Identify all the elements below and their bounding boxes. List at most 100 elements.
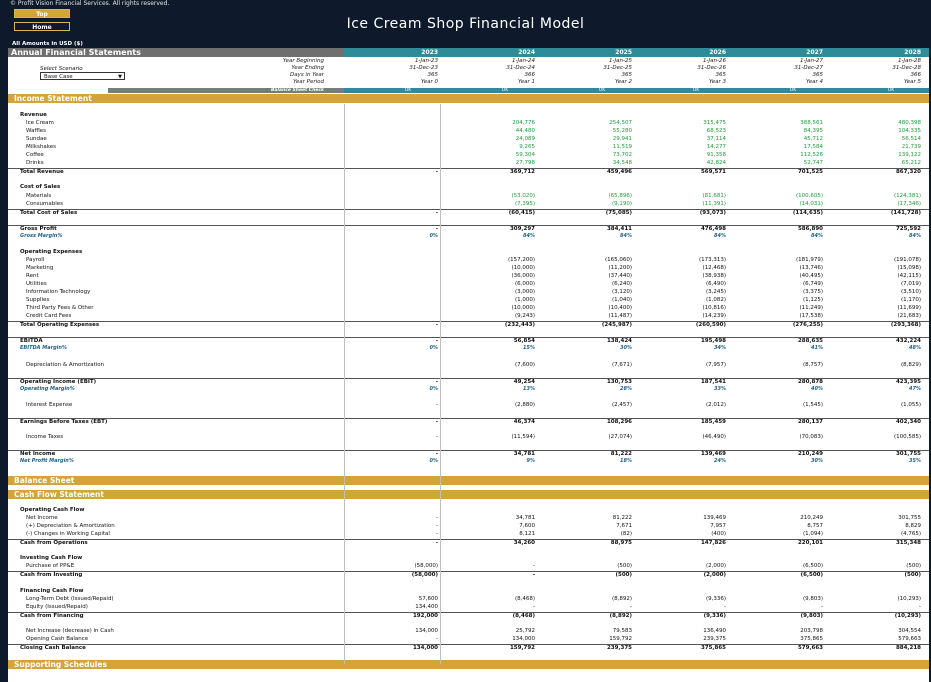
row-value: (1,055) bbox=[900, 401, 921, 408]
section-supporting-schedules[interactable]: Supporting Schedules bbox=[8, 660, 929, 669]
table-row: Operating Expenses bbox=[8, 249, 929, 256]
row-value: 159,792 bbox=[509, 644, 535, 651]
table-row: Cash from Investing (58,000) - (500) (2,000)… bbox=[8, 571, 929, 579]
table-row bbox=[8, 394, 929, 401]
section-cash-flow-statement[interactable]: Cash Flow Statement bbox=[8, 490, 929, 499]
row-value: 388,561 bbox=[800, 120, 823, 127]
row-value: (8,468) bbox=[512, 612, 535, 619]
row-label: Operating Income (EBIT) bbox=[20, 378, 97, 385]
row-value: 40% bbox=[811, 385, 823, 392]
top-bar: © Profit Vision Financial Services. All … bbox=[0, 0, 931, 47]
row-value: 84% bbox=[811, 232, 823, 239]
row-value: (6,000) bbox=[514, 281, 535, 288]
table-row: Financing Cash Flow bbox=[8, 588, 929, 595]
row-value: (2,012) bbox=[705, 401, 726, 408]
row-value: (9,803) bbox=[802, 595, 823, 602]
row-label: Depreciation & Amortization bbox=[26, 361, 105, 368]
row-value: 0% bbox=[429, 345, 439, 352]
row-value: - bbox=[435, 418, 438, 425]
period-row-value: Year 3 bbox=[708, 79, 726, 85]
row-value: (2,000) bbox=[703, 572, 726, 579]
row-value: 288,635 bbox=[797, 338, 823, 345]
row-label: Total Operating Expenses bbox=[20, 322, 100, 329]
row-value: (9,336) bbox=[703, 612, 726, 619]
balance-check-values: OK OK OK OK OK OK bbox=[344, 88, 929, 93]
top-button[interactable]: Top bbox=[14, 9, 70, 18]
row-label: Gross Margin% bbox=[20, 232, 63, 239]
row-label: EBITDA bbox=[20, 338, 43, 345]
period-row-value: 1-Jan-27 bbox=[800, 58, 823, 64]
row-label: Cash from Investing bbox=[20, 572, 83, 579]
chevron-down-icon[interactable]: ▼ bbox=[118, 74, 122, 80]
period-row-value: 31-Dec-28 bbox=[892, 65, 921, 71]
row-value: (7,600) bbox=[514, 361, 535, 368]
table-row: Operating Margin% 0% 13% 28% 33% 40% 47% bbox=[8, 386, 929, 393]
row-value: 14,277 bbox=[706, 144, 726, 151]
row-value: - bbox=[436, 635, 438, 642]
row-label: Coffee bbox=[26, 152, 44, 159]
row-label: Long-Term Debt (Issued/Repaid) bbox=[26, 595, 114, 602]
row-value: (3,120) bbox=[611, 289, 632, 296]
section-balance-sheet[interactable]: Balance Sheet bbox=[8, 476, 929, 485]
row-value: - bbox=[435, 169, 438, 176]
table-row: Closing Cash Balance 134,000 159,792 239,37… bbox=[8, 643, 929, 652]
row-value: 459,496 bbox=[606, 169, 632, 176]
row-value: 138,424 bbox=[606, 338, 632, 345]
table-row: Coffee 59,304 73,702 91,358 112,526 139,122 bbox=[8, 152, 929, 159]
row-value: (11,699) bbox=[897, 305, 921, 312]
row-value: (9,190) bbox=[611, 200, 632, 207]
row-value: 112,526 bbox=[800, 152, 823, 159]
row-value: 84% bbox=[620, 232, 632, 239]
period-row-value: Year 1 bbox=[517, 79, 535, 85]
row-label: Total Cost of Sales bbox=[20, 209, 78, 216]
row-value: (21,683) bbox=[897, 313, 921, 320]
row-value: (10,000) bbox=[511, 264, 535, 271]
row-value: (260,590) bbox=[695, 322, 726, 329]
table-row: Total Revenue - 369,712 459,496 569,571 701,5… bbox=[8, 168, 929, 176]
statements-header: Annual Financial Statements 2023 2024 2025… bbox=[8, 48, 929, 57]
row-value: (2,000) bbox=[705, 563, 726, 570]
row-value: (12,468) bbox=[702, 264, 726, 271]
row-value: 315,475 bbox=[703, 120, 726, 127]
row-value: (1,545) bbox=[802, 401, 823, 408]
row-value: - bbox=[630, 603, 632, 610]
row-label: Equity (Issued/Repaid) bbox=[26, 603, 88, 610]
row-label: Milkshakes bbox=[26, 144, 56, 151]
row-value: (7,019) bbox=[900, 281, 921, 288]
row-value: (60,415) bbox=[508, 209, 535, 216]
row-value: 34% bbox=[714, 345, 726, 352]
row-value: (181,979) bbox=[795, 256, 823, 263]
balance-check-ok: OK bbox=[598, 88, 606, 93]
period-row-value: 31-Dec-26 bbox=[697, 65, 726, 71]
row-value: (3,245) bbox=[705, 289, 726, 296]
row-value: 84,395 bbox=[803, 128, 823, 135]
table-row: Drinks 27,798 34,548 42,824 52,747 65,212 bbox=[8, 160, 929, 167]
row-value: 17,584 bbox=[803, 144, 823, 151]
row-value: 88,975 bbox=[610, 540, 632, 547]
row-value: 192,000 bbox=[412, 612, 438, 619]
home-button[interactable]: Home bbox=[14, 22, 70, 31]
table-row bbox=[8, 176, 929, 183]
row-value: 9,265 bbox=[519, 144, 535, 151]
row-value: 375,865 bbox=[700, 644, 726, 651]
scenario-select[interactable]: Base Case ▼ bbox=[40, 72, 125, 80]
section-income-statement[interactable]: Income Statement bbox=[8, 94, 929, 103]
row-label: Interest Expense bbox=[26, 401, 73, 408]
period-row-value: Year 5 bbox=[903, 79, 921, 85]
table-row: Net Profit Margin% 0% 9% 18% 24% 30% 35% bbox=[8, 458, 929, 465]
table-row: Total Operating Expenses - (232,443) (245,9… bbox=[8, 321, 929, 329]
table-row: Materials (53,020) (65,896) (81,681) (100,60… bbox=[8, 193, 929, 200]
row-value: (1,000) bbox=[514, 297, 535, 304]
row-value: 30% bbox=[811, 458, 823, 465]
row-value: (14,031) bbox=[799, 200, 823, 207]
balance-check-ok: OK bbox=[404, 88, 412, 93]
table-row: Long-Term Debt (Issued/Repaid) 57,600 (8,4… bbox=[8, 596, 929, 603]
row-value: - bbox=[435, 540, 438, 547]
row-value: (10,293) bbox=[894, 612, 921, 619]
row-value: (13,746) bbox=[799, 264, 823, 271]
row-value: 79,583 bbox=[612, 627, 632, 634]
period-row-label: Days in Year bbox=[289, 72, 324, 78]
table-row: Cost of Sales bbox=[8, 184, 929, 191]
row-value: (8,829) bbox=[900, 361, 921, 368]
amounts-note: All Amounts in USD ($) bbox=[12, 41, 83, 47]
